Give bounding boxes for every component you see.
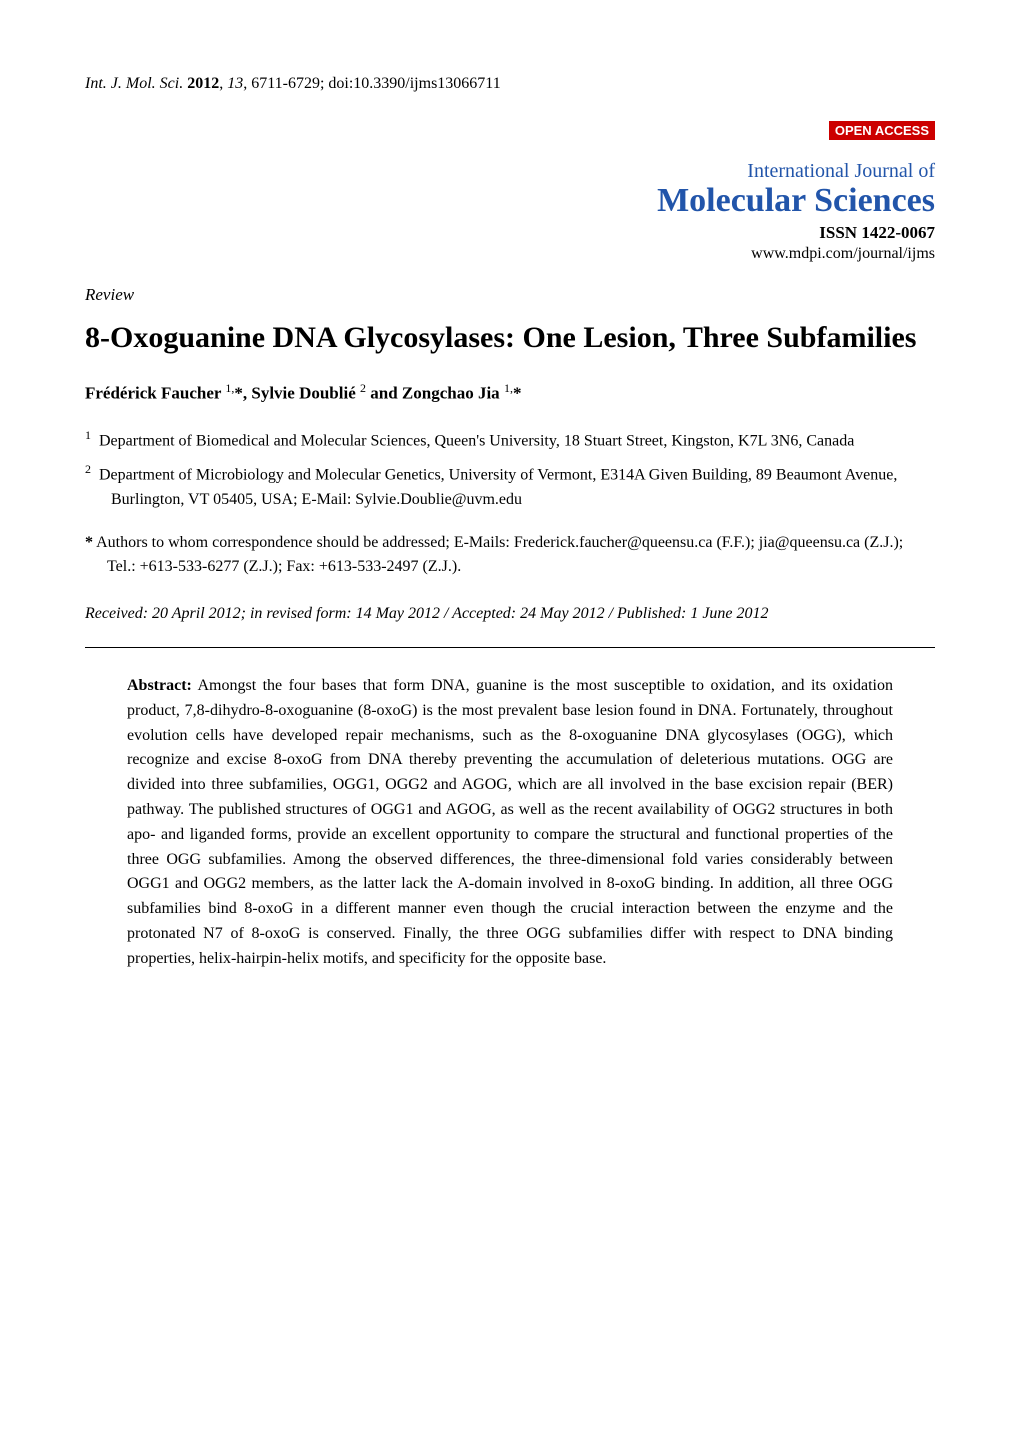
- divider: [85, 647, 935, 648]
- article-dates: Received: 20 April 2012; in revised form…: [85, 602, 935, 627]
- affiliation-2: 2 Department of Microbiology and Molecul…: [85, 460, 935, 513]
- correspondence-mark: *: [85, 534, 93, 551]
- abstract-text: Amongst the four bases that form DNA, gu…: [127, 677, 893, 967]
- journal-abbrev: Int. J. Mol. Sci.: [85, 75, 183, 92]
- authors-line: Frédérick Faucher 1,*, Sylvie Doublié 2 …: [85, 381, 935, 404]
- volume: 13: [227, 75, 243, 92]
- abstract-paragraph: Abstract: Amongst the four bases that fo…: [127, 674, 893, 972]
- article-title: 8-Oxoguanine DNA Glycosylases: One Lesio…: [85, 319, 935, 357]
- open-access-badge: OPEN ACCESS: [829, 121, 935, 140]
- affiliation-1: 1 Department of Biomedical and Molecular…: [85, 426, 935, 454]
- correspondence-text: Authors to whom correspondence should be…: [96, 534, 903, 576]
- affiliation-text: Department of Biomedical and Molecular S…: [99, 432, 854, 449]
- affiliation-num: 1: [85, 428, 91, 442]
- doi: doi:10.3390/ijms13066711: [328, 75, 500, 92]
- journal-name-prefix: International Journal of: [85, 160, 935, 182]
- journal-name-block: International Journal of Molecular Scien…: [85, 160, 935, 219]
- open-access-block: OPEN ACCESS: [85, 121, 935, 140]
- issn: ISSN 1422-0067: [85, 223, 935, 243]
- journal-url: www.mdpi.com/journal/ijms: [85, 245, 935, 263]
- abstract-block: Abstract: Amongst the four bases that fo…: [85, 674, 935, 972]
- citation-header: Int. J. Mol. Sci. 2012, 13, 6711-6729; d…: [85, 75, 935, 93]
- affiliation-text: Department of Microbiology and Molecular…: [99, 466, 897, 508]
- pages: 6711-6729: [251, 75, 320, 92]
- publication-year: 2012: [187, 75, 219, 92]
- article-type: Review: [85, 285, 935, 305]
- abstract-label: Abstract:: [127, 677, 192, 694]
- affiliation-num: 2: [85, 462, 91, 476]
- correspondence: * Authors to whom correspondence should …: [85, 531, 935, 581]
- journal-name-main: Molecular Sciences: [85, 182, 935, 219]
